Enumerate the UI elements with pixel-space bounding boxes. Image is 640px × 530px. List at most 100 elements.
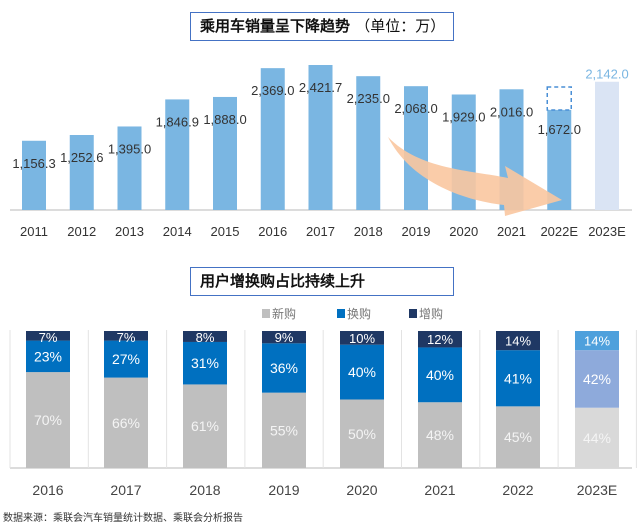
segment-label: 31%	[191, 355, 219, 371]
stacked-bar-2022-换购	[496, 350, 540, 407]
x-tick-label: 2011	[20, 224, 48, 239]
segment-label: 66%	[112, 415, 140, 431]
data-label: 1,672.0	[538, 122, 581, 137]
segment-label: 8%	[196, 330, 215, 345]
stacked-bar-2019-换购	[262, 343, 306, 393]
segment-label: 70%	[34, 412, 62, 428]
data-label: 1,395.0	[108, 141, 151, 156]
segment-label: 42%	[583, 371, 611, 387]
segment-label: 36%	[270, 360, 298, 376]
legend-label: 增购	[419, 306, 443, 321]
x-tick-label: 2016	[258, 224, 287, 239]
data-label: 2,016.0	[490, 104, 533, 119]
chart1-title-text: 乘用车销量呈下降趋势	[200, 17, 351, 35]
stacked-bar-2022-新购	[496, 406, 540, 468]
chart1-unit: （单位：万）	[355, 17, 446, 35]
segment-label: 55%	[270, 422, 298, 438]
bar-2014	[165, 99, 190, 210]
data-label: 1,929.0	[442, 110, 485, 125]
segment-label: 14%	[584, 334, 610, 349]
x-tick-label: 2021	[424, 482, 455, 498]
segment-label: 9%	[275, 330, 294, 345]
segment-label: 41%	[504, 370, 532, 386]
stacked-bar-2023E-换购	[575, 350, 619, 408]
stacked-bar-2019-增购	[262, 331, 306, 344]
segment-label: 44%	[583, 430, 611, 446]
stacked-bar-2016-新购	[26, 372, 70, 468]
bar-2016	[260, 68, 285, 210]
segment-label: 7%	[39, 330, 58, 345]
stacked-bar-2017-新购	[104, 377, 148, 468]
stacked-bar-2018-换购	[183, 341, 227, 385]
stacked-bar-2020-新购	[340, 399, 384, 468]
bar-2013	[117, 126, 142, 210]
segment-label: 48%	[426, 427, 454, 443]
legend-swatch	[409, 309, 417, 318]
stacked-bar-2018-新购	[183, 384, 227, 468]
bar-2022E	[547, 109, 572, 210]
stacked-bar-2017-换购	[104, 340, 148, 378]
stacked-bar-2020-增购	[340, 331, 384, 345]
segment-label: 40%	[348, 364, 376, 380]
segment-label: 50%	[348, 426, 376, 442]
chart2-title: 用户增换购占比持续上升	[190, 267, 454, 296]
stacked-bar-2022-增购	[496, 331, 540, 351]
segment-label: 12%	[427, 332, 453, 347]
bar-2019	[404, 86, 428, 210]
x-tick-label: 2012	[67, 224, 96, 239]
x-tick-label: 2023E	[588, 224, 626, 239]
x-tick-label: 2023E	[577, 482, 617, 498]
segment-label: 14%	[505, 334, 531, 349]
bar-2023E	[595, 81, 619, 210]
x-tick-label: 2016	[32, 482, 63, 498]
data-label: 1,888.0	[203, 112, 246, 127]
x-tick-label: 2020	[346, 482, 377, 498]
x-tick-label: 2022	[502, 482, 533, 498]
segment-label: 23%	[34, 348, 62, 364]
segment-label: 40%	[426, 367, 454, 383]
stacked-bar-2017-增购	[104, 331, 148, 341]
data-label: 1,252.6	[60, 150, 103, 165]
legend-swatch	[337, 309, 345, 318]
legend-swatch	[262, 309, 270, 318]
x-tick-label: 2018	[354, 224, 383, 239]
data-label: 1,846.9	[156, 114, 199, 129]
trend-arrow	[388, 137, 562, 216]
segment-label: 27%	[112, 351, 140, 367]
stacked-bar-2016-增购	[26, 331, 70, 341]
stacked-bar-2021-新购	[418, 402, 462, 468]
x-tick-label: 2017	[306, 224, 335, 239]
stacked-bar-2018-增购	[183, 331, 227, 342]
bar-2011	[22, 140, 46, 210]
x-tick-label: 2019	[402, 224, 431, 239]
x-tick-label: 2021	[497, 224, 526, 239]
x-tick-label: 2015	[211, 224, 240, 239]
x-tick-label: 2022E	[540, 224, 578, 239]
x-tick-label: 2018	[189, 482, 220, 498]
x-tick-label: 2017	[110, 482, 141, 498]
stacked-bar-2016-换购	[26, 340, 70, 373]
stacked-bar-2021-换购	[418, 347, 462, 403]
bar-2012	[69, 135, 94, 210]
stacked-bar-2019-新购	[262, 392, 306, 468]
data-label: 2,369.0	[251, 83, 294, 98]
segment-label: 10%	[349, 331, 375, 346]
data-label: 2,142.0	[585, 67, 628, 82]
stacked-bar-2020-换购	[340, 344, 384, 400]
x-tick-label: 2013	[115, 224, 144, 239]
segment-label: 61%	[191, 418, 219, 434]
data-label: 2,068.0	[394, 101, 437, 116]
stacked-bar-2023E-新购	[575, 407, 619, 468]
segment-label: 7%	[117, 330, 136, 345]
stacked-bar-2023E-增购	[575, 331, 619, 351]
bar-2015	[213, 96, 237, 210]
data-label: 2,235.0	[347, 91, 390, 106]
data-label: 2,421.7	[299, 80, 342, 95]
chart1-title: 乘用车销量呈下降趋势 （单位：万）	[190, 12, 454, 41]
data-label: 1,156.3	[12, 156, 55, 171]
bar-2017	[308, 65, 333, 210]
source-note: 数据来源：乘联会汽车销量统计数据、乘联会分析报告	[3, 513, 243, 524]
segment-label: 45%	[504, 429, 532, 445]
